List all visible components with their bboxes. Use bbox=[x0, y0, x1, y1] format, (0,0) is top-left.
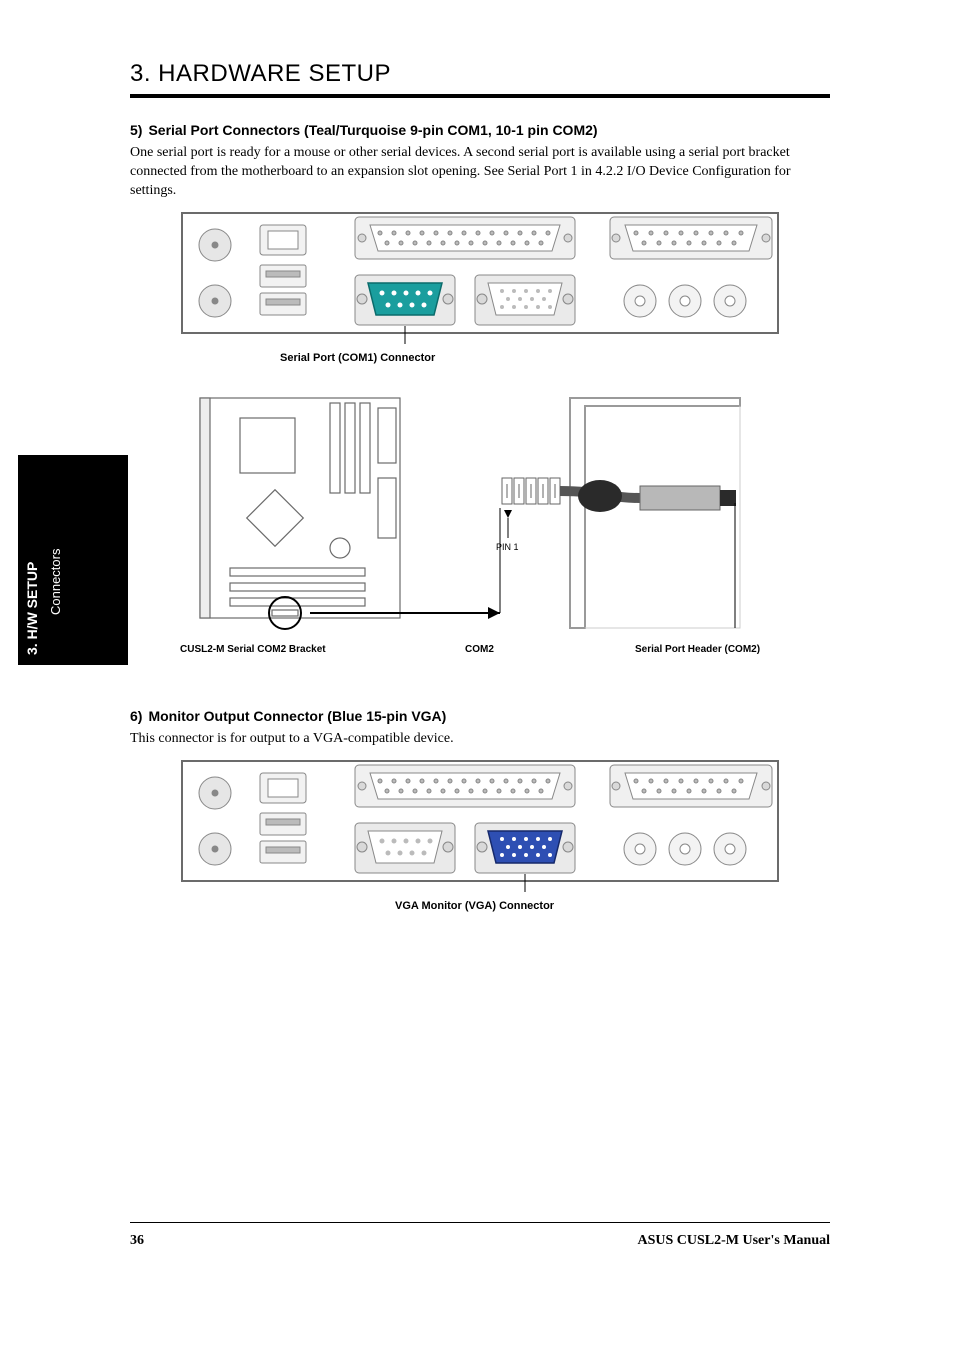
section-5-title: Serial Port Connectors (Teal/Turquoise 9… bbox=[148, 122, 597, 138]
caption-bracket-right: Serial Port Header (COM2) bbox=[635, 644, 760, 655]
caption-board-left: CUSL2-M Serial COM2 Bracket bbox=[180, 644, 326, 655]
figure-backpanel-top-caption: Serial Port (COM1) Connector bbox=[130, 352, 830, 364]
figure-board-bracket-captions: CUSL2-M Serial COM2 Bracket COM2 Serial … bbox=[130, 644, 830, 684]
section-6-body: This connector is for output to a VGA-co… bbox=[130, 730, 830, 749]
section-6-heading: 6) Monitor Output Connector (Blue 15-pin… bbox=[130, 708, 830, 724]
title-rule bbox=[130, 94, 830, 98]
pin1-label: PIN 1 bbox=[496, 542, 519, 552]
section-6-number: 6) bbox=[130, 708, 142, 724]
caption-com2: COM2 bbox=[465, 644, 494, 655]
page-content: 3. HARDWARE SETUP 5) Serial Port Connect… bbox=[130, 60, 830, 912]
footer-text: ASUS CUSL2-M User's Manual bbox=[637, 1233, 830, 1249]
side-tab-sub: Connectors bbox=[48, 549, 63, 615]
section-6-title: Monitor Output Connector (Blue 15-pin VG… bbox=[148, 708, 446, 724]
section-5-number: 5) bbox=[130, 122, 142, 138]
side-tab-main: 3. H/W SETUP bbox=[24, 562, 40, 655]
footer-page-number: 36 bbox=[130, 1233, 144, 1249]
section-5-body: One serial port is ready for a mouse or … bbox=[130, 144, 830, 201]
figure-board-bracket: PIN 1 bbox=[180, 388, 780, 638]
section-5-heading: 5) Serial Port Connectors (Teal/Turquois… bbox=[130, 122, 830, 138]
side-tab: 3. H/W SETUP Connectors bbox=[18, 455, 128, 665]
page-footer: 36 ASUS CUSL2-M User's Manual bbox=[130, 1222, 830, 1249]
figure-backpanel-bottom-caption: VGA Monitor (VGA) Connector bbox=[130, 900, 830, 912]
figure-backpanel-top bbox=[180, 211, 780, 346]
page-title: 3. HARDWARE SETUP bbox=[130, 60, 830, 88]
footer-rule bbox=[130, 1222, 830, 1223]
figure-backpanel-bottom bbox=[180, 759, 780, 894]
